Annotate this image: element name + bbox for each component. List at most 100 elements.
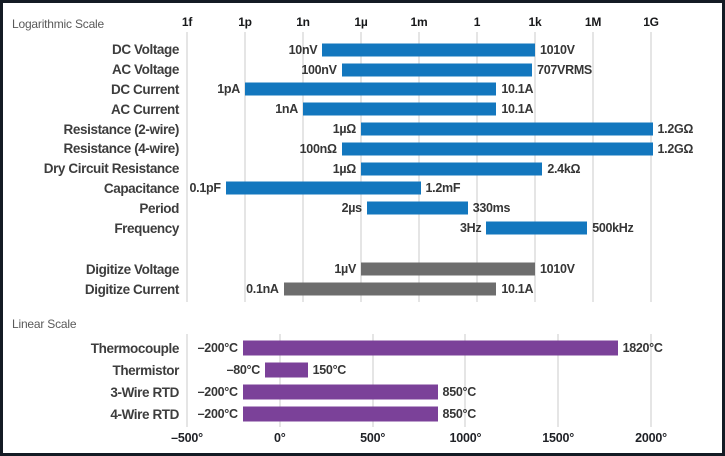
chart-row: Resistance (4-wire) 100nΩ 1.2GΩ (3, 139, 722, 159)
bar-track: 10nV 1010V (187, 40, 651, 60)
chart-row: Digitize Voltage 1µV 1010V (3, 259, 722, 279)
bar-track: 1µΩ 2.4kΩ (187, 159, 651, 179)
chart-row: DC Voltage 10nV 1010V (3, 40, 722, 60)
bar-end-value: 850°C (442, 407, 477, 421)
bar-start-value: 1µV (334, 262, 356, 276)
log-axis-tick: 1m (410, 15, 428, 29)
chart-row: Thermocouple –200°C 1820°C (3, 337, 722, 359)
gridline (464, 334, 466, 427)
linear-rows: Thermocouple –200°C 1820°C Thermistor –80°C 1… (3, 337, 722, 425)
log-axis-tick: 1G (643, 15, 659, 29)
bar-track: 0.1nA 10.1A (187, 279, 651, 299)
bar-end-value: 1010V (540, 262, 575, 276)
gridline (279, 334, 281, 427)
log-rows: DC Voltage 10nV 1010V AC Voltage 100nV 707VRM… (3, 40, 722, 238)
bar-start-value: 100nV (301, 62, 337, 77)
gridline (186, 32, 188, 302)
bar-end-value: 2.4kΩ (547, 161, 581, 176)
gridline (186, 334, 188, 427)
chart-row: Dry Circuit Resistance 1µΩ 2.4kΩ (3, 159, 722, 179)
range-bar (322, 43, 535, 57)
bar-start-value: 1µΩ (332, 122, 357, 137)
bar-end-value: 1.2GΩ (657, 141, 694, 156)
range-bar (264, 362, 308, 378)
bar-start-value: 1nA (275, 102, 298, 117)
bar-track: 100nV 707VRMS (187, 60, 651, 80)
bar-start-value: –200°C (197, 341, 238, 355)
range-bar (341, 63, 533, 77)
row-label: Thermistor (112, 362, 179, 378)
range-bar (242, 406, 438, 422)
gridline (592, 32, 594, 302)
range-bar (225, 181, 421, 195)
log-axis-tick: 1n (296, 15, 310, 29)
log-axis-tick: 1p (238, 15, 252, 29)
linear-axis: –500° 0° 500° 1000° 1500° 2000° (171, 430, 667, 448)
range-bar (242, 340, 618, 356)
bar-start-value: 2µs (341, 201, 363, 216)
range-bar (303, 102, 497, 116)
bar-end-value: 10.1A (501, 282, 534, 296)
log-axis-tick: 1M (584, 15, 602, 29)
bar-end-value: 150°C (312, 363, 347, 377)
range-bar (245, 82, 497, 96)
row-label: Resistance (2-wire) (63, 121, 180, 137)
log-axis-tick: 1µ (354, 15, 368, 29)
chart-row: 4-Wire RTD –200°C 850°C (3, 403, 722, 425)
linear-section-title: Linear Scale (12, 317, 77, 331)
bar-start-value: 10nV (288, 42, 318, 57)
range-bar (361, 122, 653, 136)
bar-start-value: –80°C (226, 363, 261, 377)
chart-row: AC Voltage 100nV 707VRMS (3, 60, 722, 80)
bar-start-value: 100nΩ (299, 141, 337, 156)
log-section-title: Logarithmic Scale (12, 17, 104, 31)
bar-track: 100nΩ 1.2GΩ (187, 139, 694, 159)
chart-row: 3-Wire RTD –200°C 850°C (3, 381, 722, 403)
bar-track: –200°C 850°C (187, 403, 651, 425)
bar-track: 0.1pF 1.2mF (187, 179, 651, 199)
bar-track: 2µs 330ms (187, 198, 651, 218)
bar-track: –200°C 850°C (187, 381, 651, 403)
linear-axis-tick: 0° (274, 431, 286, 445)
linear-axis-tick: 1000° (449, 431, 482, 445)
chart-row: Thermistor –80°C 150°C (3, 359, 722, 381)
bar-end-value: 1.2mF (425, 181, 461, 196)
row-label: Resistance (4-wire) (63, 141, 180, 157)
row-label: Capacitance (103, 180, 180, 196)
row-label: 4-Wire RTD (110, 406, 179, 422)
bar-end-value: 1820°C (622, 341, 663, 355)
row-label: Period (139, 200, 179, 216)
gridline (302, 32, 304, 302)
bar-track: 3Hz 500kHz (187, 218, 651, 238)
log-axis: 1f 1p 1n 1µ 1m 1 1k 1M 1G (182, 15, 659, 31)
row-label: AC Current (110, 101, 179, 117)
gridline (244, 32, 246, 302)
log-axis-tick: 1k (528, 15, 542, 29)
row-label: DC Voltage (111, 42, 179, 58)
digitize-rows: Digitize Voltage 1µV 1010V Digitize Current… (3, 259, 722, 299)
bar-start-value: 0.1nA (246, 282, 279, 296)
chart-row: Period 2µs 330ms (3, 198, 722, 218)
bar-end-value: 707VRMS (537, 62, 592, 77)
chart-row: DC Current 1pA 10.1A (3, 80, 722, 100)
range-bar (341, 142, 653, 156)
range-bar (361, 162, 543, 176)
row-label: AC Voltage (111, 62, 179, 78)
bar-track: 1pA 10.1A (187, 80, 651, 100)
gridline (650, 32, 652, 302)
chart-row: Digitize Current 0.1nA 10.1A (3, 279, 722, 299)
gridline (557, 334, 559, 427)
range-bar (283, 282, 497, 296)
range-bar (361, 262, 535, 276)
linear-axis-tick: –500° (171, 431, 203, 445)
bar-end-value: 850°C (442, 385, 477, 399)
range-bar (366, 201, 468, 215)
bar-end-value: 10.1A (501, 82, 534, 97)
row-label: Digitize Voltage (85, 261, 180, 277)
bar-end-value: 500kHz (592, 221, 634, 236)
bar-end-value: 1.2GΩ (657, 122, 694, 137)
log-axis-tick: 1 (473, 15, 481, 29)
bar-start-value: 0.1pF (189, 181, 221, 196)
log-axis-tick: 1f (181, 15, 193, 29)
gridline (650, 334, 652, 427)
